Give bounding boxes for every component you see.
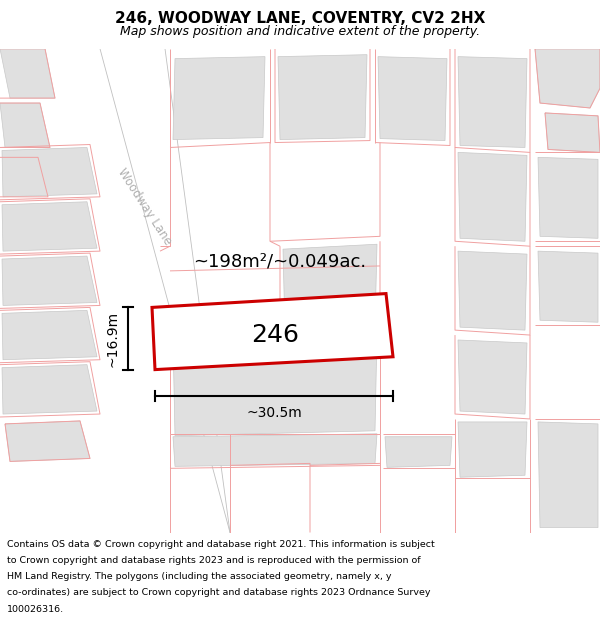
Polygon shape (173, 57, 265, 139)
Text: ~16.9m: ~16.9m (106, 311, 120, 367)
Polygon shape (0, 49, 55, 98)
Text: 246: 246 (251, 323, 299, 347)
Polygon shape (535, 49, 600, 108)
Polygon shape (458, 152, 527, 241)
Polygon shape (100, 49, 230, 532)
Text: Map shows position and indicative extent of the property.: Map shows position and indicative extent… (120, 25, 480, 38)
Text: HM Land Registry. The polygons (including the associated geometry, namely x, y: HM Land Registry. The polygons (includin… (7, 572, 392, 581)
Polygon shape (283, 244, 377, 332)
Text: Contains OS data © Crown copyright and database right 2021. This information is : Contains OS data © Crown copyright and d… (7, 540, 435, 549)
Polygon shape (378, 57, 447, 141)
Polygon shape (458, 251, 527, 330)
Polygon shape (2, 311, 97, 360)
Polygon shape (2, 256, 97, 306)
Polygon shape (5, 421, 90, 461)
Polygon shape (538, 251, 598, 322)
Polygon shape (152, 294, 393, 369)
Text: ~30.5m: ~30.5m (246, 406, 302, 420)
Polygon shape (538, 422, 598, 528)
Polygon shape (385, 437, 452, 468)
Polygon shape (278, 54, 367, 139)
Polygon shape (2, 202, 97, 251)
Text: ~198m²/~0.049ac.: ~198m²/~0.049ac. (193, 252, 367, 270)
Polygon shape (173, 333, 377, 436)
Text: to Crown copyright and database rights 2023 and is reproduced with the permissio: to Crown copyright and database rights 2… (7, 556, 421, 565)
Text: Woodway Lane: Woodway Lane (115, 166, 175, 248)
Text: 246, WOODWAY LANE, COVENTRY, CV2 2HX: 246, WOODWAY LANE, COVENTRY, CV2 2HX (115, 11, 485, 26)
Polygon shape (538, 158, 598, 238)
Polygon shape (545, 113, 600, 152)
Polygon shape (0, 103, 50, 148)
Polygon shape (458, 340, 527, 414)
Polygon shape (458, 57, 527, 148)
Text: co-ordinates) are subject to Crown copyright and database rights 2023 Ordnance S: co-ordinates) are subject to Crown copyr… (7, 589, 431, 598)
Polygon shape (2, 148, 97, 197)
Polygon shape (173, 434, 377, 466)
Text: 100026316.: 100026316. (7, 604, 64, 614)
Polygon shape (458, 422, 527, 478)
Polygon shape (2, 364, 97, 414)
